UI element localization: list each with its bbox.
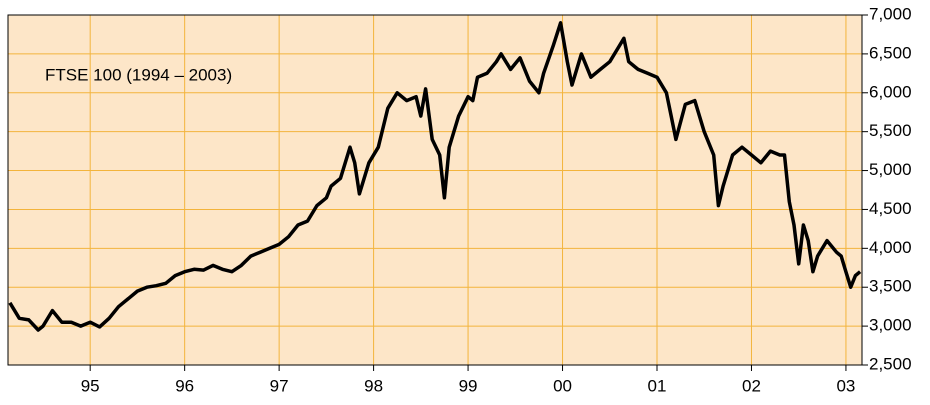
- y-tick-label: 5,500: [869, 121, 912, 140]
- x-tick-label: 96: [175, 376, 194, 395]
- y-tick-label: 6,500: [869, 43, 912, 62]
- x-tick-label: 00: [553, 376, 572, 395]
- y-tick-label: 6,000: [869, 82, 912, 101]
- plot-border: [7, 14, 863, 366]
- x-tick-label: 97: [270, 376, 289, 395]
- plot-area: [7, 14, 863, 366]
- x-tick-label: 98: [364, 376, 383, 395]
- line: [8, 21, 862, 332]
- y-tick-label: 4,000: [869, 238, 912, 257]
- chart-title: FTSE 100 (1994 – 2003): [45, 65, 232, 84]
- y-tick-label: 3,000: [869, 316, 912, 335]
- y-tick-label: 2,500: [869, 354, 912, 373]
- x-tick-label: 99: [459, 376, 478, 395]
- x-tick-label: 02: [742, 376, 761, 395]
- y-tick-label: 5,000: [869, 160, 912, 179]
- x-tick-label: 03: [836, 376, 855, 395]
- y-tick-label: 4,500: [869, 199, 912, 218]
- y-tick-label: 3,500: [869, 277, 912, 296]
- x-tick-label: 01: [648, 376, 667, 395]
- y-tick-label: 7,000: [869, 4, 912, 23]
- x-tick-label: 95: [81, 376, 100, 395]
